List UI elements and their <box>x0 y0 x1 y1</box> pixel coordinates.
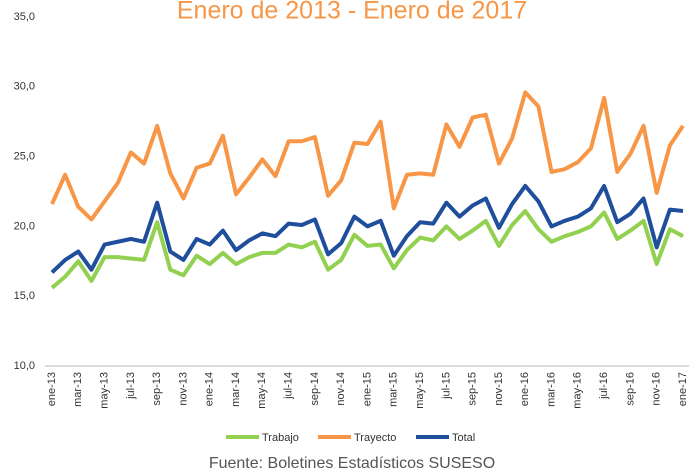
y-tick-label: 15,0 <box>14 290 35 302</box>
y-tick-label: 10,0 <box>14 360 35 372</box>
series-line <box>50 209 684 290</box>
legend-label: Trayecto <box>354 432 396 444</box>
y-tick-label: 35,0 <box>14 11 35 23</box>
x-tick-label: mar-14 <box>230 372 242 407</box>
x-tick-label: nov-13 <box>177 372 189 406</box>
x-tick-label: ene-15 <box>361 372 373 406</box>
x-tick-label: nov-14 <box>335 372 347 406</box>
y-tick-label: 20,0 <box>14 220 35 232</box>
x-tick-label: mar-16 <box>545 372 557 407</box>
x-tick-label: ene-16 <box>519 372 531 406</box>
x-tick-label: may-15 <box>414 372 426 409</box>
x-tick-label: ene-13 <box>46 372 58 406</box>
x-tick-label: mar-15 <box>388 372 400 407</box>
y-tick-label: 25,0 <box>14 151 35 163</box>
series-line <box>50 183 684 274</box>
x-tick-label: sep-16 <box>624 372 636 406</box>
x-tick-label: nov-15 <box>493 372 505 406</box>
x-tick-label: ene-14 <box>204 372 216 406</box>
x-tick-label: mar-13 <box>72 372 84 407</box>
legend-label: Trabajo <box>262 432 299 444</box>
x-tick-label: may-16 <box>572 372 584 409</box>
legend-label: Total <box>452 432 475 444</box>
x-tick-label: jul-15 <box>440 372 452 400</box>
x-tick-label: ene-17 <box>677 372 689 406</box>
x-tick-label: nov-16 <box>651 372 663 406</box>
source-note: Fuente: Boletines Estadísticos SUSESO <box>209 455 495 472</box>
chart-title: Enero de 2013 - Enero de 2017 <box>177 0 527 25</box>
x-tick-label: jul-14 <box>283 372 295 400</box>
x-tick-label: may-13 <box>98 372 110 409</box>
series-line <box>50 90 685 222</box>
y-tick-label: 30,0 <box>14 81 35 93</box>
x-tick-label: jul-13 <box>125 372 137 400</box>
x-tick-label: may-14 <box>256 372 268 409</box>
x-tick-label: sep-14 <box>309 372 321 406</box>
x-tick-label: jul-16 <box>598 372 610 400</box>
x-tick-label: sep-15 <box>467 372 479 406</box>
x-tick-label: sep-13 <box>151 372 163 406</box>
